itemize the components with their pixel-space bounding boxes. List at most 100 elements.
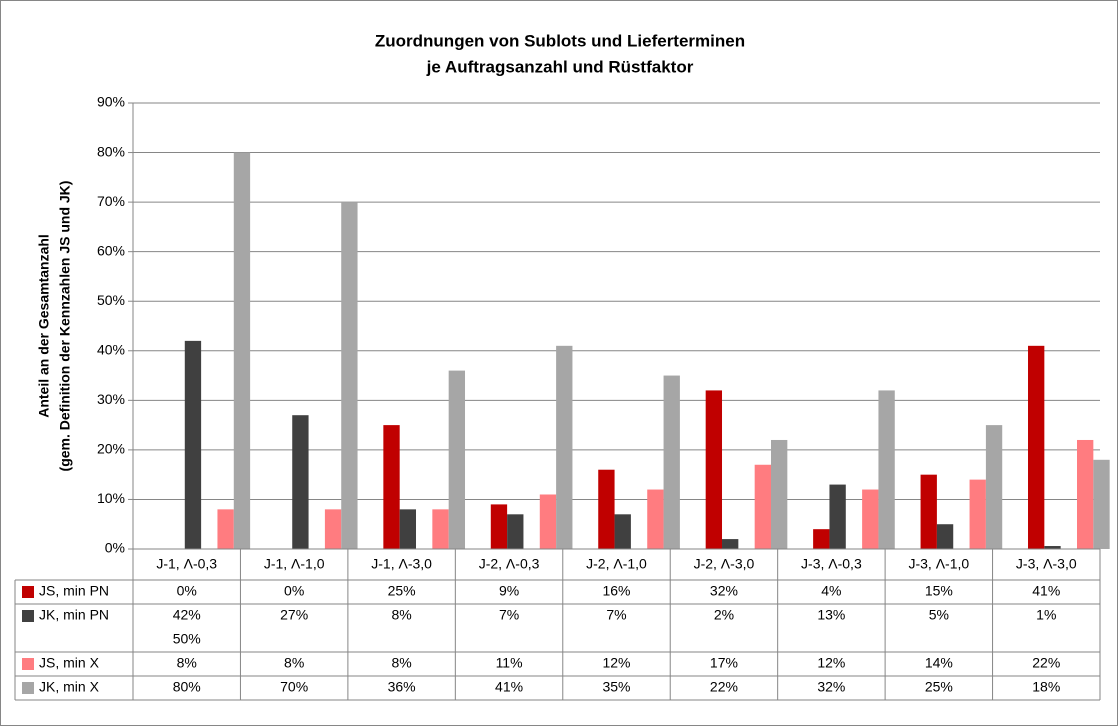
bar bbox=[1044, 546, 1061, 549]
table-cell: 12% bbox=[602, 655, 630, 671]
table-cell: 8% bbox=[391, 655, 411, 671]
bar bbox=[233, 152, 251, 550]
table-cell: 17% bbox=[710, 655, 738, 671]
table-cell: 7% bbox=[499, 607, 519, 623]
bar bbox=[936, 524, 954, 549]
table-cell: 22% bbox=[1032, 655, 1060, 671]
bar bbox=[754, 464, 772, 549]
bar bbox=[985, 425, 1003, 549]
bar bbox=[324, 509, 342, 549]
table-cell: 4% bbox=[821, 583, 841, 599]
y-tick-label: 0% bbox=[105, 540, 125, 556]
table-cell: 11% bbox=[496, 655, 523, 671]
bar bbox=[705, 390, 723, 549]
table-cell: 41% bbox=[1032, 583, 1060, 599]
bar bbox=[556, 345, 573, 549]
table-cell: 22% bbox=[710, 679, 738, 695]
y-tick-label: 50% bbox=[97, 292, 125, 308]
table-cell: 7% bbox=[606, 607, 626, 623]
bar bbox=[507, 514, 524, 549]
bar bbox=[217, 509, 234, 549]
y-tick-label: 70% bbox=[97, 193, 125, 209]
bar bbox=[920, 474, 937, 549]
table-cell: 35% bbox=[602, 679, 630, 695]
x-tick-label: J-2, Λ-3,0 bbox=[694, 556, 755, 572]
legend-swatch bbox=[22, 658, 34, 670]
table-cell: 27% bbox=[280, 607, 308, 623]
table-cell: 32% bbox=[710, 583, 738, 599]
y-tick-label: 90% bbox=[97, 94, 125, 110]
bar bbox=[448, 370, 466, 549]
table-cell: 42% bbox=[173, 607, 201, 623]
table-cell: 0% bbox=[177, 583, 197, 599]
bar bbox=[614, 514, 631, 549]
bar bbox=[862, 489, 879, 549]
bar bbox=[771, 439, 788, 549]
table-cell: 18% bbox=[1032, 679, 1060, 695]
x-tick-label: J-1, Λ-3,0 bbox=[371, 556, 432, 572]
table-cell: 13% bbox=[817, 607, 845, 623]
table-cell: 8% bbox=[391, 607, 411, 623]
y-axis-title: Anteil an der Gesamtanzahl bbox=[36, 234, 52, 418]
table-cell: 80% bbox=[173, 679, 201, 695]
bar bbox=[539, 494, 557, 549]
table-cell: 25% bbox=[925, 679, 953, 695]
y-tick-label: 60% bbox=[97, 242, 125, 258]
bar bbox=[829, 484, 846, 549]
bar bbox=[1077, 439, 1094, 549]
x-tick-label: J-2, Λ-0,3 bbox=[479, 556, 540, 572]
table-cell: 70% bbox=[280, 679, 308, 695]
bar bbox=[722, 539, 739, 549]
x-tick-label: J-1, Λ-0,3 bbox=[156, 556, 217, 572]
bar bbox=[813, 529, 830, 549]
table-cell: 14% bbox=[925, 655, 953, 671]
legend-swatch bbox=[22, 682, 34, 694]
table-cell: 25% bbox=[388, 583, 416, 599]
bar bbox=[1028, 345, 1045, 549]
bar bbox=[292, 415, 309, 549]
legend-label: JS, min X bbox=[39, 655, 100, 671]
bar bbox=[184, 340, 202, 549]
table-cell: 2% bbox=[714, 607, 734, 623]
x-tick-label: J-1, Λ-1,0 bbox=[264, 556, 325, 572]
chart-title: je Auftragsanzahl und Rüstfaktor bbox=[426, 57, 694, 76]
y-axis-title: (gem. Definition der Kennzahlen JS und J… bbox=[57, 181, 73, 472]
table-cell: 9% bbox=[499, 583, 519, 599]
y-tick-label: 10% bbox=[97, 490, 125, 506]
table-cell: 5% bbox=[929, 607, 949, 623]
legend-label: JS, min PN bbox=[39, 583, 109, 599]
y-tick-label: 40% bbox=[97, 341, 125, 357]
bar bbox=[1093, 459, 1110, 549]
x-tick-label: J-3, Λ-3,0 bbox=[1016, 556, 1077, 572]
table-cell: 12% bbox=[817, 655, 845, 671]
chart-title: Zuordnungen von Sublots und Liefertermin… bbox=[375, 31, 745, 50]
bar bbox=[432, 509, 449, 549]
bar bbox=[341, 202, 358, 549]
y-tick-label: 30% bbox=[97, 391, 125, 407]
bar bbox=[399, 509, 417, 549]
annotation: 50% bbox=[173, 631, 201, 647]
table-cell: 0% bbox=[284, 583, 304, 599]
legend-swatch bbox=[22, 586, 34, 598]
legend-label: JK, min X bbox=[39, 679, 100, 695]
bar bbox=[969, 479, 986, 549]
table-cell: 15% bbox=[925, 583, 953, 599]
table-cell: 1% bbox=[1036, 607, 1056, 623]
bar bbox=[490, 504, 508, 549]
table-cell: 36% bbox=[388, 679, 416, 695]
x-tick-label: J-3, Λ-0,3 bbox=[801, 556, 862, 572]
bar bbox=[383, 425, 400, 549]
y-tick-label: 80% bbox=[97, 143, 125, 159]
table-cell: 16% bbox=[602, 583, 630, 599]
bar bbox=[647, 489, 664, 549]
y-tick-label: 20% bbox=[97, 441, 125, 457]
bar bbox=[663, 375, 680, 549]
table-cell: 41% bbox=[495, 679, 523, 695]
legend-label: JK, min PN bbox=[39, 607, 109, 623]
table-cell: 8% bbox=[177, 655, 197, 671]
table-cell: 8% bbox=[284, 655, 304, 671]
bar bbox=[878, 390, 895, 549]
legend-swatch bbox=[22, 610, 34, 622]
bar bbox=[598, 469, 615, 549]
